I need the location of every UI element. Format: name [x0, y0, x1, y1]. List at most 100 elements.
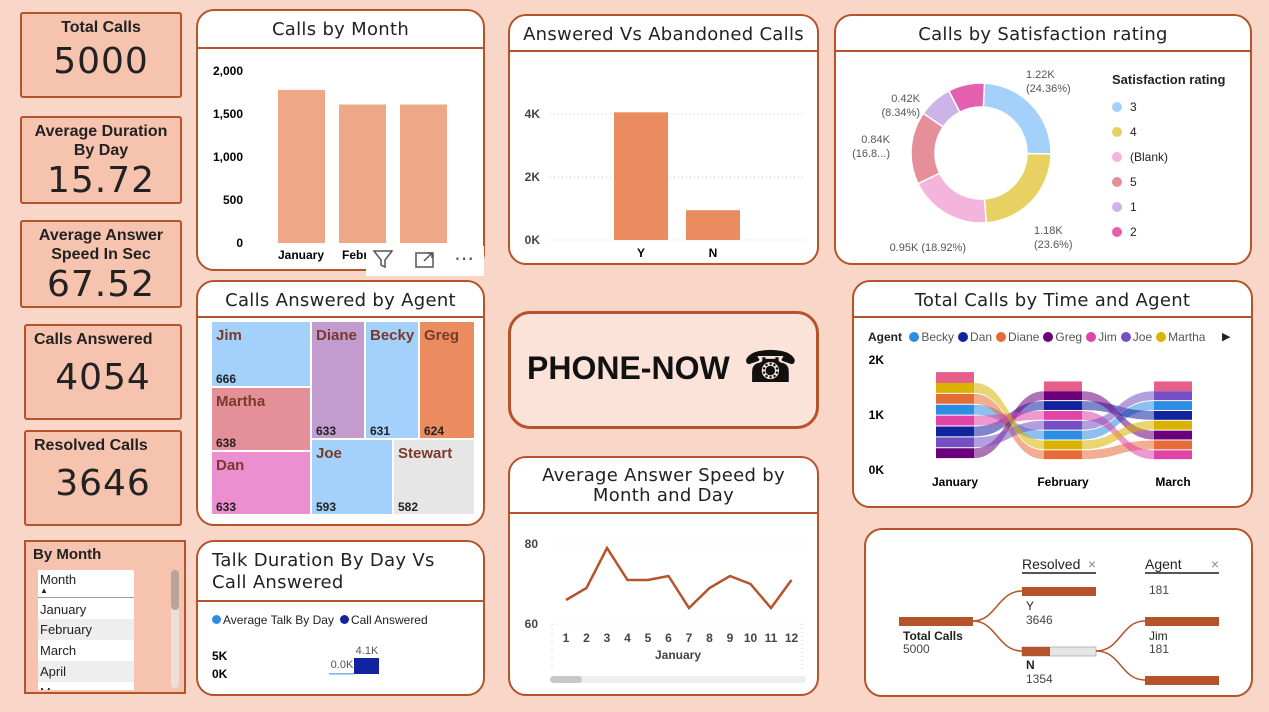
treemap-tile[interactable]: Martha 638	[212, 388, 310, 450]
ribbon-segment	[936, 448, 974, 459]
root-label: Total Calls	[903, 629, 963, 643]
legend-label: 4	[1130, 124, 1137, 139]
legend-item[interactable]: Average Talk By Day	[212, 613, 334, 627]
legend-label: 2	[1130, 224, 1137, 239]
legend-dot	[1112, 151, 1122, 162]
card-title: Average Answer Speed by Month and Day	[510, 458, 817, 514]
treemap-tile[interactable]: Jim 666	[212, 322, 310, 386]
root-value: 5000	[903, 642, 930, 656]
kpi-avg-duration: Average Duration By Day 15.72	[20, 116, 182, 204]
treemap-tile[interactable]: Dan 633	[212, 452, 310, 514]
close-icon[interactable]: ×	[1210, 556, 1219, 572]
donut-slice	[917, 172, 988, 224]
sort-ascending-icon[interactable]: ▲	[40, 586, 48, 595]
slice-data-label: 1.22K	[1026, 69, 1055, 81]
tile-name: Diane	[316, 327, 357, 344]
treemap-tile[interactable]: Greg 624	[420, 322, 474, 438]
x-tick-label: 12	[785, 631, 799, 645]
agent-node-value: 181	[1149, 583, 1170, 597]
y-tick-label: 5K	[212, 649, 228, 663]
slicer-scrollbar[interactable]	[171, 570, 179, 688]
y-tick-label: 2K	[869, 353, 885, 367]
talk-duration-chart: 5K 0K 0.0K4.1K	[212, 645, 379, 681]
kpi-value: 5000	[53, 41, 149, 82]
decomposition-tree-card: Resolved × Agent × Total Calls 5000 Y 36…	[864, 528, 1253, 697]
legend-dot	[1156, 332, 1167, 342]
ribbon-segment	[1154, 420, 1192, 430]
card-title: Calls by Month	[198, 11, 483, 49]
answered-vs-abandoned-card: Answered Vs Abandoned Calls 4K 2K 0K Y N	[508, 14, 819, 265]
y-tick-label: 0	[236, 236, 243, 250]
legend-item[interactable]: Joe	[1120, 330, 1152, 344]
legend-item[interactable]: Martha	[1156, 330, 1205, 344]
legend-item[interactable]: 1	[1112, 194, 1168, 219]
y-tick-label: 60	[525, 617, 539, 631]
legend-item[interactable]: Greg	[1043, 330, 1082, 344]
close-icon[interactable]: ×	[1087, 556, 1096, 572]
slicer-item[interactable]: March	[40, 643, 77, 658]
legend-item[interactable]: 3	[1112, 94, 1168, 119]
col-header-agent: Agent ×	[1145, 556, 1219, 574]
kpi-total-calls: Total Calls 5000	[20, 12, 182, 98]
slice-data-label: 0.84K	[861, 134, 890, 146]
horizontal-scrollbar[interactable]	[550, 676, 806, 683]
legend-label: Average Talk By Day	[223, 613, 334, 627]
node-y-value: 3646	[1026, 613, 1053, 627]
bar	[614, 112, 668, 240]
kpi-calls-answered: Calls Answered 4054	[24, 324, 182, 420]
bar	[329, 673, 354, 675]
legend-item[interactable]: Jim	[1086, 330, 1117, 344]
legend-item[interactable]: Dan	[958, 330, 992, 344]
legend-item[interactable]: 2	[1112, 219, 1168, 244]
line-series	[565, 545, 793, 611]
legend-item[interactable]: Diane	[996, 330, 1039, 344]
legend-item[interactable]: (Blank)	[1112, 144, 1168, 169]
ribbon-segment	[1154, 450, 1192, 460]
x-tick-label: January	[932, 475, 978, 489]
legend-dot	[339, 615, 349, 624]
legend-dot	[1043, 332, 1054, 342]
tile-value: 582	[398, 500, 419, 514]
x-tick-label: 11	[765, 631, 778, 645]
agent-treemap: Jim 666 Martha 638 Dan 633 Diane 633 Becky 631 Gre…	[212, 322, 474, 514]
slicer-item[interactable]: May	[38, 682, 134, 690]
slice-data-label: 0.42K	[891, 93, 920, 105]
bar	[354, 658, 379, 674]
legend-item[interactable]: Call Answered	[339, 613, 428, 627]
legend-item[interactable]: Becky	[909, 330, 954, 344]
legend-label: 1	[1130, 199, 1137, 214]
kpi-label: Calls Answered	[34, 331, 153, 348]
x-tick-label: 6	[665, 631, 672, 645]
treemap-tile[interactable]: Stewart 582	[394, 440, 474, 514]
focus-mode-icon[interactable]	[414, 249, 436, 277]
phone-icon: ☎	[743, 343, 798, 392]
satisfaction-card: Calls by Satisfaction rating 1.22K (24.36…	[834, 14, 1252, 265]
legend-label: Diane	[1008, 330, 1040, 344]
treemap-tile[interactable]: Joe 593	[312, 440, 392, 514]
slicer-header[interactable]: Month ▲	[38, 570, 134, 598]
scrollbar-thumb[interactable]	[550, 676, 582, 683]
slicer-item[interactable]: January	[40, 602, 87, 617]
y-tick-label: 1,500	[213, 107, 243, 121]
y-tick-label: 0K	[869, 463, 885, 477]
card-title: Total Calls by Time and Agent	[854, 282, 1251, 318]
x-tick-label: 10	[744, 631, 758, 645]
x-tick-label: N	[709, 246, 718, 260]
filter-icon[interactable]	[372, 248, 394, 276]
agent-legend: Agent Becky Dan Diane Greg Jim Joe Martha	[868, 330, 1209, 344]
talk-legend: Average Talk By Day Call Answered	[212, 613, 434, 627]
slicer-item[interactable]: April	[38, 661, 134, 682]
agent-bar	[1145, 617, 1219, 626]
legend-title: Satisfaction rating	[1112, 72, 1226, 87]
ribbon-segment	[1154, 430, 1192, 440]
treemap-tile[interactable]: Becky 631	[366, 322, 418, 438]
slicer-item[interactable]: February	[38, 619, 134, 640]
x-tick-label: January	[278, 248, 324, 262]
more-options-icon[interactable]: ⋯	[454, 248, 475, 270]
treemap-tile[interactable]: Diane 633	[312, 322, 364, 438]
legend-item[interactable]: 4	[1112, 119, 1168, 144]
legend-item[interactable]: 5	[1112, 169, 1168, 194]
scrollbar-thumb[interactable]	[171, 570, 179, 610]
legend-next-icon[interactable]: ▶	[1222, 331, 1231, 343]
